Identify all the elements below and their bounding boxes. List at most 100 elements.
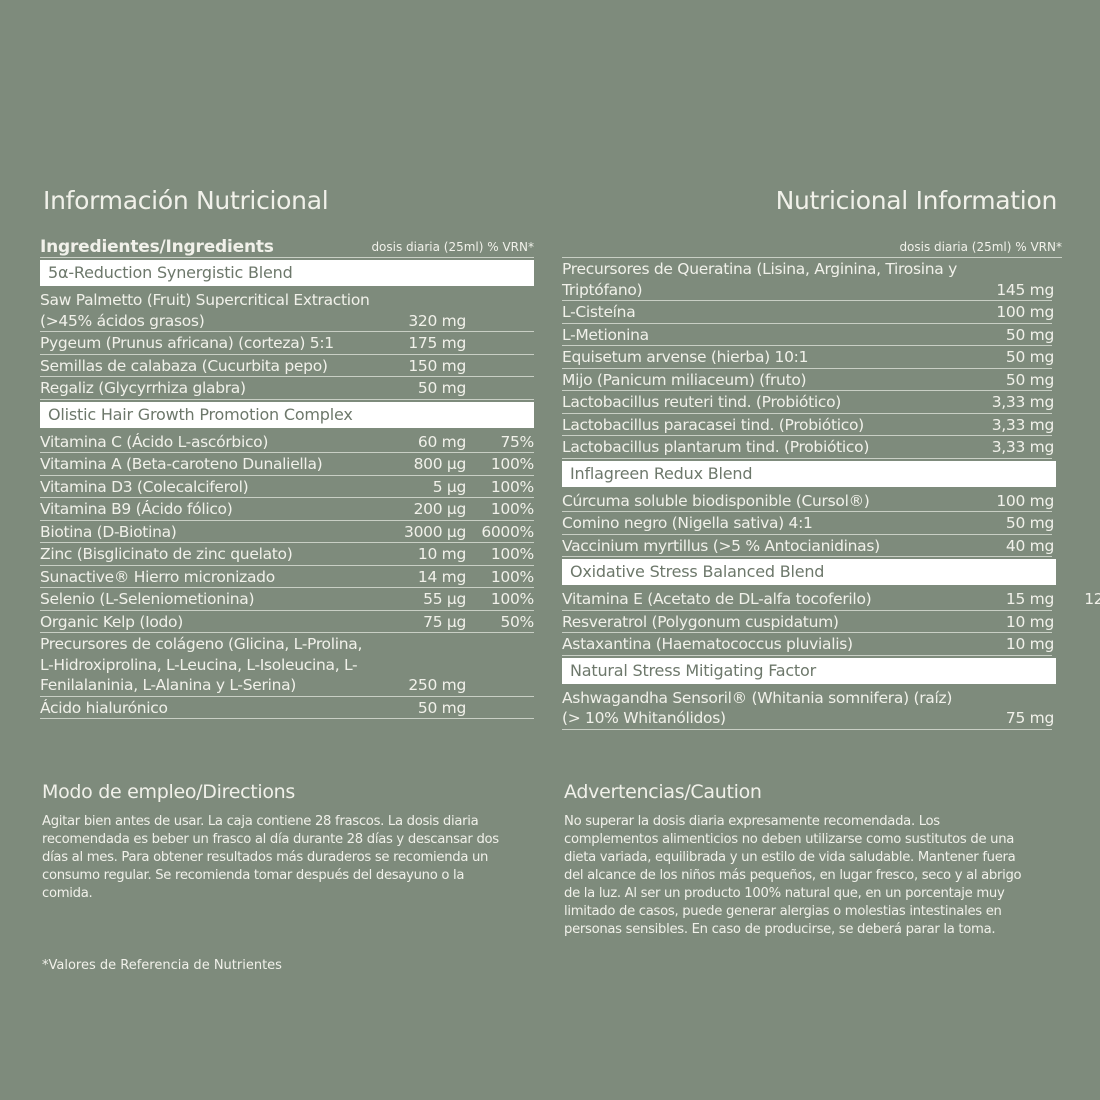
ingredient-row: Mijo (Panicum miliaceum) (fruto) 50 mg xyxy=(562,369,1054,391)
ingredient-amount: 75 µg xyxy=(423,612,466,631)
caution-section: Advertencias/Caution No superar la dosis… xyxy=(564,781,1034,939)
ingredient-vrn: 6000% xyxy=(481,522,534,541)
ingredient-row: Semillas de calabaza (Cucurbita pepo) 150… xyxy=(40,355,534,377)
ingredient-row: Lactobacillus plantarum tind. (Probiótic… xyxy=(562,436,1054,459)
ingredient-amount: 5 µg xyxy=(432,477,467,496)
blend-header: 5α-Reduction Synergistic Blend xyxy=(40,260,534,286)
ingredient-amount: 60 mg xyxy=(417,432,466,451)
ingredient-row: Lactobacillus paracasei tind. (Probiótic… xyxy=(562,414,1054,436)
ingredient-amount: 800 µg xyxy=(413,455,467,473)
ingredient-amount: 10 mg xyxy=(1005,635,1054,653)
ingredient-vrn: 125 % xyxy=(1084,590,1100,608)
ingredient-name: Semillas de calabaza (Cucurbita pepo) xyxy=(40,356,328,375)
ingredient-name: Comino negro (Nigella sativa) 4:1 xyxy=(562,514,813,532)
ingredient-name: Regaliz (Glycyrrhiza glabra) xyxy=(40,379,246,397)
ingredient-vrn: 100% xyxy=(490,477,534,496)
ingredient-amount: 10 mg xyxy=(417,545,466,563)
ingredient-amount: 100 mg xyxy=(996,491,1054,510)
ingredient-row: Saw Palmetto (Fruit) Supercritical Extra… xyxy=(40,289,534,332)
ingredient-name: Lactobacillus plantarum tind. (Probiótic… xyxy=(562,438,870,456)
ingredient-name: Precursores de Queratina (Lisina, Argini… xyxy=(562,260,957,299)
ingredient-amount: 10 mg xyxy=(1005,612,1054,631)
ingredient-amount: 100 mg xyxy=(996,303,1054,321)
ingredient-name: Resveratrol (Polygonum cuspidatum) xyxy=(562,612,839,631)
ingredient-name: Precursores de colágeno (Glicina, L-Prol… xyxy=(40,635,363,694)
ingredient-amount: 3,33 mg xyxy=(991,438,1055,456)
ingredient-name: Vitamina C (Ácido L-ascórbico) xyxy=(40,432,269,451)
ingredient-row: Zinc (Bisglicinato de zinc quelato) 10 mg… xyxy=(40,543,534,566)
ingredient-amount: 14 mg xyxy=(417,567,466,586)
ingredient-row: Ashwagandha Sensoril® (Whitania somnifer… xyxy=(562,687,1054,730)
ingredient-row: Vitamina E (Acetato de DL-alfa tocoferil… xyxy=(562,588,1100,611)
ingredient-amount: 3,33 mg xyxy=(991,393,1055,411)
ingredient-amount: 50 mg xyxy=(1005,348,1054,366)
caution-text: No superar la dosis diaria expresamente … xyxy=(564,814,1022,937)
ingredient-amount: 40 mg xyxy=(1005,536,1054,555)
ingredient-amount: 320 mg xyxy=(408,311,466,330)
ingredient-amount: 175 mg xyxy=(408,334,466,352)
ingredient-row: Ácido hialurónico 50 mg xyxy=(40,697,534,719)
ingredient-amount: 3,33 mg xyxy=(991,415,1055,434)
ingredient-row: Lactobacillus reuteri tind. (Probiótico)… xyxy=(562,391,1054,414)
footnote: *Valores de Referencia de Nutrientes xyxy=(42,958,282,973)
directions-text: Agitar bien antes de usar. La caja conti… xyxy=(42,814,499,901)
ingredient-amount: 15 mg xyxy=(1005,590,1054,608)
blend-header: Natural Stress Mitigating Factor xyxy=(562,657,1056,684)
ingredient-row: Vaccinium myrtillus (>5 % Antocianidinas… xyxy=(562,535,1054,557)
ingredient-row: L-Metionina 50 mg xyxy=(562,324,1054,346)
ingredient-row: Selenio (L-Seleniometionina) 55 µg 100% xyxy=(40,588,534,611)
title-right: Nutricional Information xyxy=(775,186,1058,215)
ingredient-amount: 200 µg xyxy=(413,500,467,518)
ingredient-amount: 3000 µg xyxy=(404,522,466,541)
blend-header: Inflagreen Redux Blend xyxy=(562,460,1056,487)
ingredient-name: Vitamina B9 (Ácido fólico) xyxy=(40,500,233,518)
dose-heading: dosis diaria (25ml) % VRN* xyxy=(371,240,534,254)
ingredient-row: Vitamina D3 (Colecalciferol) 5 µg 100% xyxy=(40,476,534,498)
ingredient-amount: 145 mg xyxy=(996,280,1054,299)
ingredient-amount: 55 µg xyxy=(423,590,466,608)
ingredient-row: Biotina (D-Biotina) 3000 µg 6000% xyxy=(40,521,534,543)
ingredient-name: Pygeum (Prunus africana) (corteza) 5:1 xyxy=(40,334,334,352)
ingredient-amount: 250 mg xyxy=(408,676,466,694)
ingredient-amount: 50 mg xyxy=(1005,325,1054,344)
ingredient-row: L-Cisteína 100 mg xyxy=(562,301,1054,324)
blend-header: Oxidative Stress Balanced Blend xyxy=(562,559,1056,585)
ingredient-amount: 50 mg xyxy=(1005,370,1054,389)
ingredients-table-right: dosis diaria (25ml) % VRN* Precursores d… xyxy=(562,232,1100,730)
table-header: dosis diaria (25ml) % VRN* xyxy=(562,232,1062,258)
ingredient-name: L-Metionina xyxy=(562,325,649,344)
ingredient-name: Vitamina D3 (Colecalciferol) xyxy=(40,477,249,496)
ingredient-name: Mijo (Panicum miliaceum) (fruto) xyxy=(562,370,807,389)
ingredient-name: Vitamina E (Acetato de DL-alfa tocoferil… xyxy=(562,590,872,608)
ingredients-table-left: Ingredientes/Ingredients dosis diaria (2… xyxy=(40,232,534,719)
ingredient-name: Vitamina A (Beta-caroteno Dunaliella) xyxy=(40,455,323,473)
ingredient-vrn: 100% xyxy=(490,545,534,563)
ingredient-vrn: 75% xyxy=(500,432,534,451)
ingredient-vrn: 50% xyxy=(500,612,534,631)
ingredient-name: Vaccinium myrtillus (>5 % Antocianidinas… xyxy=(562,536,880,555)
ingredient-vrn: 100% xyxy=(490,455,534,473)
ingredient-amount: 50 mg xyxy=(417,379,466,397)
ingredient-row: Cúrcuma soluble biodisponible (Cursol®) 1… xyxy=(562,490,1054,512)
ingredient-name: Zinc (Bisglicinato de zinc quelato) xyxy=(40,545,293,563)
ingredient-row: Regaliz (Glycyrrhiza glabra) 50 mg xyxy=(40,377,534,400)
ingredient-row: Equisetum arvense (hierba) 10:1 50 mg xyxy=(562,346,1054,369)
ingredients-heading: Ingredientes/Ingredients xyxy=(40,237,274,257)
ingredient-name: Biotina (D-Biotina) xyxy=(40,522,177,541)
ingredient-row: Comino negro (Nigella sativa) 4:1 50 mg xyxy=(562,512,1054,535)
ingredient-amount: 75 mg xyxy=(1005,709,1054,727)
ingredient-name: Organic Kelp (Iodo) xyxy=(40,612,183,631)
ingredient-name: Lactobacillus reuteri tind. (Probiótico) xyxy=(562,393,842,411)
ingredient-row: Sunactive® Hierro micronizado 14 mg 100% xyxy=(40,566,534,588)
ingredient-row: Organic Kelp (Iodo) 75 µg 50% xyxy=(40,611,534,633)
ingredient-name: Lactobacillus paracasei tind. (Probiótic… xyxy=(562,415,864,434)
ingredient-name: Sunactive® Hierro micronizado xyxy=(40,567,275,586)
ingredient-amount: 50 mg xyxy=(417,698,466,717)
directions-section: Modo de empleo/Directions Agitar bien an… xyxy=(42,781,512,903)
ingredient-row: Vitamina B9 (Ácido fólico) 200 µg 100% xyxy=(40,498,534,521)
ingredient-vrn: 100% xyxy=(490,567,534,586)
ingredient-name: Saw Palmetto (Fruit) Supercritical Extra… xyxy=(40,291,370,330)
caution-title: Advertencias/Caution xyxy=(564,781,762,803)
ingredient-row: Precursores de Queratina (Lisina, Argini… xyxy=(562,258,1054,301)
directions-title: Modo de empleo/Directions xyxy=(42,781,296,803)
